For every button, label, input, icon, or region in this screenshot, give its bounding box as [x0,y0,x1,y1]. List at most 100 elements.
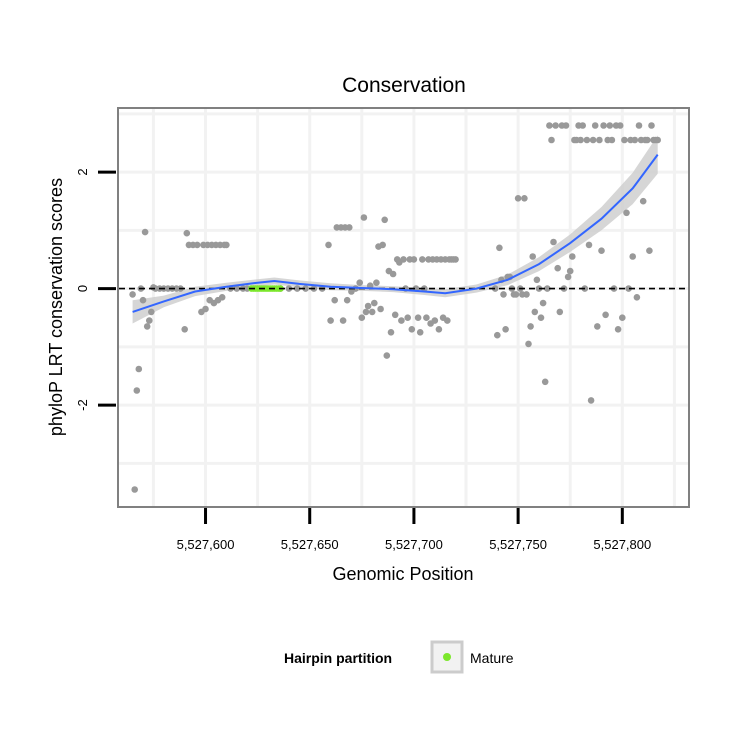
point-background [623,209,630,217]
point-background [594,323,601,330]
point-background [362,308,370,316]
point-background [621,136,628,144]
point-background [331,296,339,304]
y-axis-title: phyloP LRT conservation scores [46,178,66,436]
point-background [614,326,622,333]
point-background [371,299,378,307]
point-background [133,387,141,394]
point-background [218,294,226,301]
confidence-band [132,135,658,324]
point-background [381,216,389,224]
point-background [143,323,151,330]
point-background [444,317,451,324]
point-background [556,308,564,316]
x-tick-label: 5,527,700 [385,537,443,552]
x-axis-title: Genomic Position [332,564,473,584]
point-background [625,285,632,292]
point-background [554,264,561,272]
x-tick-label: 5,527,800 [593,537,651,552]
y-axis: -2 0 2 [75,168,116,411]
point-background [141,228,149,236]
point-background [293,285,301,292]
point-background [521,195,528,202]
point-background [596,136,603,144]
point-background [373,279,380,287]
point-background [431,317,439,324]
point-background [139,296,147,304]
point-background [131,486,138,493]
point-background [583,136,591,144]
point-background [537,314,545,322]
point-background [368,308,376,316]
point-background [646,247,653,254]
point-background [408,326,416,333]
point-background [548,136,555,144]
plot-panel [117,107,690,508]
point-background [587,397,595,404]
smooth-confidence-band [132,135,658,324]
y-tick-label: -2 [75,399,90,411]
point-background [496,244,503,252]
point-background [358,314,366,322]
point-background [629,253,636,260]
point-background [416,329,424,336]
point-background [552,122,559,129]
point-background [346,224,353,231]
point-background [500,291,507,298]
point-background [183,229,191,237]
point-background [387,329,395,336]
point-background [598,247,605,254]
point-background [608,136,616,144]
point-background [577,136,584,144]
point-background [600,122,607,129]
point-background [414,314,422,322]
point-background [648,122,655,129]
point-background [339,317,347,324]
point-background [233,285,241,292]
point-background [654,136,661,144]
point-background [514,195,522,202]
point-background [356,279,364,287]
point-background [550,238,557,246]
point-background [389,270,397,278]
point-background [544,285,551,292]
legend-key-mature [443,653,451,661]
point-background [146,317,153,324]
point-background [579,122,586,129]
point-background [562,122,570,129]
point-background [343,296,351,304]
point-background [616,122,624,129]
point-background [539,299,547,307]
point-background [302,285,309,292]
point-background [494,331,501,339]
point-background [502,326,509,333]
point-background [602,311,609,319]
point-background [523,291,530,298]
point-background [327,317,334,324]
point-background [533,276,541,284]
legend-label-mature: Mature [470,650,514,666]
point-background [452,256,459,263]
point-background [419,256,426,263]
point-background [377,305,384,313]
point-background [541,378,549,386]
point-background [529,253,536,260]
smooth-fit-line [132,154,659,313]
point-background [591,122,599,129]
point-background [391,311,399,319]
point-background [400,256,407,263]
point-background [589,136,597,144]
grid-lines [119,109,688,506]
point-background [364,302,372,310]
point-background [644,136,651,144]
point-background [193,241,201,249]
y-tick-label: 2 [75,168,90,175]
x-tick-label: 5,527,750 [489,537,547,552]
point-background [285,285,293,292]
x-tick-label: 5,527,650 [281,537,339,552]
point-background [546,122,553,129]
legend-title: Hairpin partition [284,650,392,666]
point-background [379,241,387,249]
point-background [135,365,143,373]
